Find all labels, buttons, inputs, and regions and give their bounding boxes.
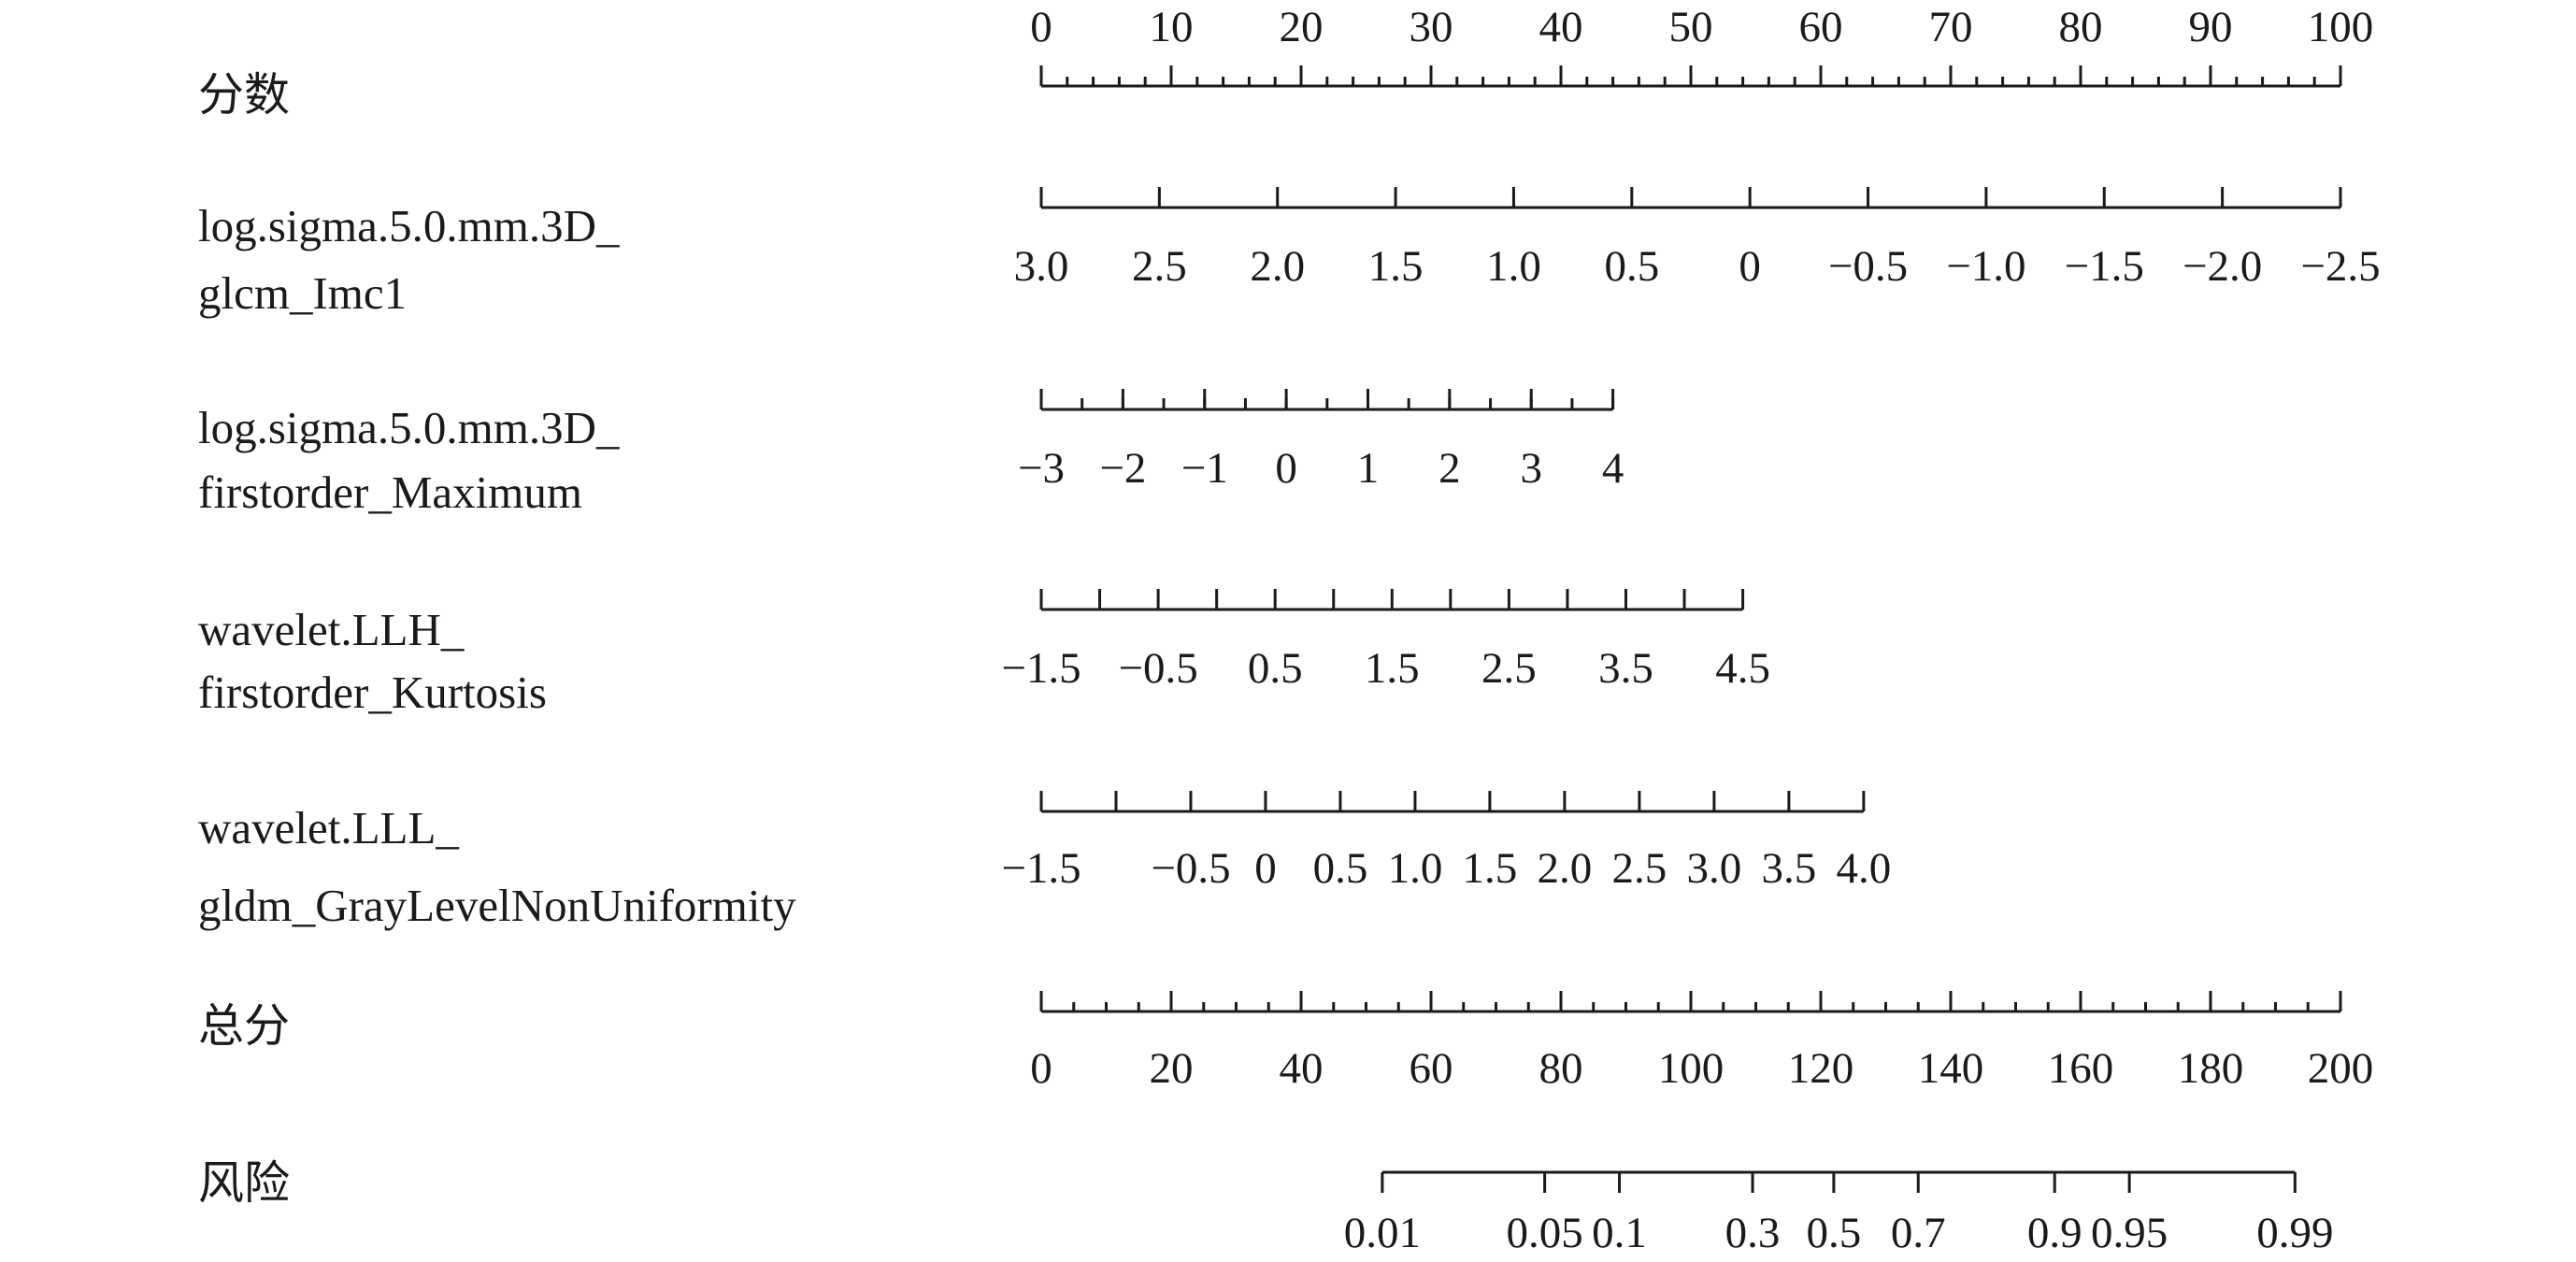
tick-label: 2.0	[1538, 844, 1593, 893]
nomogram-row-2: log.sigma.5.0.mm.3D_ glcm_Imc1 3.0 2.5 2.0 1.…	[198, 187, 2381, 319]
tick-label: 3.0	[1014, 242, 1069, 291]
tick-label: 0	[1275, 444, 1297, 493]
tick-label: 4	[1602, 444, 1624, 493]
tick-label: −1.0	[1946, 242, 2025, 291]
tick-label: 2.5	[1612, 844, 1667, 893]
tick-label: −2	[1099, 444, 1146, 493]
row-label: wavelet.LLL_	[198, 802, 459, 853]
tick-label: 0.7	[1891, 1209, 1946, 1257]
tick-label: 3.5	[1762, 844, 1817, 893]
tick-label: 2.5	[1132, 242, 1187, 291]
tick-label: 50	[1669, 3, 1713, 51]
tick-label: 120	[1788, 1044, 1854, 1093]
tick-label: 0.3	[1725, 1209, 1781, 1257]
tick-label: 100	[2308, 3, 2374, 51]
row-label: firstorder_Kurtosis	[198, 667, 547, 718]
tick-label: −0.5	[1151, 844, 1230, 893]
tick-label: 0.5	[1807, 1209, 1862, 1257]
row-label: 风险	[198, 1157, 290, 1209]
tick-label: 0.95	[2091, 1209, 2168, 1257]
tick-label: −0.5	[1828, 242, 1908, 291]
row-label: log.sigma.5.0.mm.3D_	[198, 200, 620, 251]
tick-label: 40	[1280, 1044, 1324, 1093]
row-label: glcm_Imc1	[198, 267, 407, 319]
tick-label: 0.1	[1592, 1209, 1647, 1257]
tick-label: −0.5	[1118, 644, 1197, 693]
nomogram-row-4: wavelet.LLH_ firstorder_Kurtosis −1.5 −0.5 0…	[198, 589, 1770, 718]
tick-label: −2.5	[2300, 242, 2380, 291]
nomogram-row-3: log.sigma.5.0.mm.3D_ firstorder_Maximum −3…	[198, 389, 1624, 518]
tick-label: −1.5	[2065, 242, 2144, 291]
tick-label: 1.5	[1365, 644, 1420, 693]
tick-label: 0	[1030, 1044, 1052, 1093]
tick-label: 0	[1030, 3, 1052, 51]
nomogram-row-7: 风险 0.01 0.05 0.1 0.3 0.5 0.7 0.9 0.95 0.99	[198, 1157, 2333, 1257]
row-label: 分数	[198, 69, 290, 121]
tick-label: 2.0	[1250, 242, 1305, 291]
row-label: 总分	[198, 1000, 290, 1052]
tick-label: 0	[1739, 242, 1761, 291]
tick-label: 40	[1539, 3, 1583, 51]
tick-label: 0.01	[1344, 1209, 1421, 1257]
tick-label: 0.5	[1248, 644, 1303, 693]
tick-label: 2.5	[1481, 644, 1537, 693]
tick-label: −1.5	[1001, 644, 1080, 693]
tick-label: 60	[1410, 1044, 1453, 1093]
tick-label: 20	[1280, 3, 1324, 51]
nomogram-row-5: wavelet.LLL_ gldm_GrayLevelNonUniformity −…	[198, 791, 1891, 931]
row-label: firstorder_Maximum	[198, 466, 582, 518]
tick-label: 0.99	[2256, 1209, 2333, 1257]
tick-label: 0.5	[1604, 242, 1659, 291]
tick-label: 180	[2178, 1044, 2244, 1093]
tick-label: 3.0	[1687, 844, 1742, 893]
tick-label: 0	[1254, 844, 1277, 893]
tick-label: 1.5	[1463, 844, 1518, 893]
tick-label: 1.0	[1388, 844, 1443, 893]
tick-label: 20	[1150, 1044, 1194, 1093]
tick-label: 1.5	[1368, 242, 1424, 291]
tick-label: 3.5	[1598, 644, 1653, 693]
tick-label: 160	[2048, 1044, 2114, 1093]
tick-label: 1.0	[1486, 242, 1541, 291]
nomogram-row-1: 分数 0 10 20 30 40 50 60 70 80 90 100	[198, 3, 2373, 121]
row-label: log.sigma.5.0.mm.3D_	[198, 402, 620, 453]
tick-label: 30	[1410, 3, 1453, 51]
tick-label: 0.5	[1313, 844, 1368, 893]
tick-label: 70	[1929, 3, 1973, 51]
tick-label: 3	[1520, 444, 1542, 493]
tick-label: 90	[2189, 3, 2233, 51]
tick-label: −1	[1181, 444, 1228, 493]
tick-label: 140	[1918, 1044, 1984, 1093]
tick-label: −3	[1018, 444, 1065, 493]
tick-label: 4.0	[1836, 844, 1891, 893]
tick-label: 200	[2308, 1044, 2374, 1093]
tick-label: 80	[2059, 3, 2103, 51]
tick-label: 0.05	[1507, 1209, 1583, 1257]
tick-label: −2.0	[2182, 242, 2262, 291]
row-label: wavelet.LLH_	[198, 604, 465, 655]
tick-label: −1.5	[1001, 844, 1080, 893]
tick-label: 80	[1539, 1044, 1583, 1093]
nomogram-row-6: 总分 0 20 40 60 80 100 120 140 160 180 200	[198, 991, 2373, 1093]
tick-label: 2	[1438, 444, 1461, 493]
tick-label: 10	[1150, 3, 1194, 51]
tick-label: 0.9	[2027, 1209, 2082, 1257]
tick-label: 60	[1799, 3, 1843, 51]
tick-label: 1	[1357, 444, 1380, 493]
tick-label: 100	[1658, 1044, 1724, 1093]
tick-label: 4.5	[1715, 644, 1770, 693]
row-label: gldm_GrayLevelNonUniformity	[198, 880, 796, 931]
